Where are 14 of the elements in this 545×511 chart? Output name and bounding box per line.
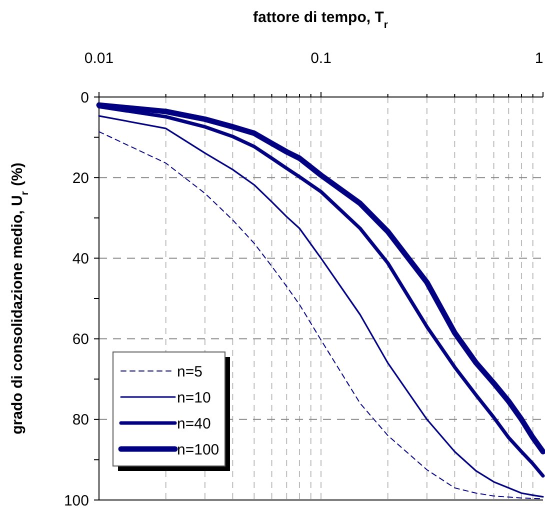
- x-tick-label: 0.01: [84, 50, 114, 67]
- y-tick-label: 40: [72, 250, 89, 268]
- x-tick-label: 0.1: [310, 50, 332, 67]
- x-tick-label: 1: [534, 50, 544, 67]
- legend-label: n=10: [177, 389, 211, 406]
- legend-label: n=100: [177, 441, 220, 458]
- y-tick-label: 100: [64, 492, 89, 510]
- y-tick-label: 20: [72, 170, 89, 187]
- legend-label: n=5: [177, 363, 202, 380]
- x-axis-title: fattore di tempo, T$_{r}$: [253, 9, 388, 31]
- y-tick-label: 0: [80, 89, 89, 106]
- y-tick-label: 60: [72, 331, 89, 348]
- y-tick-label: 80: [72, 412, 89, 429]
- legend-label: n=40: [177, 415, 211, 432]
